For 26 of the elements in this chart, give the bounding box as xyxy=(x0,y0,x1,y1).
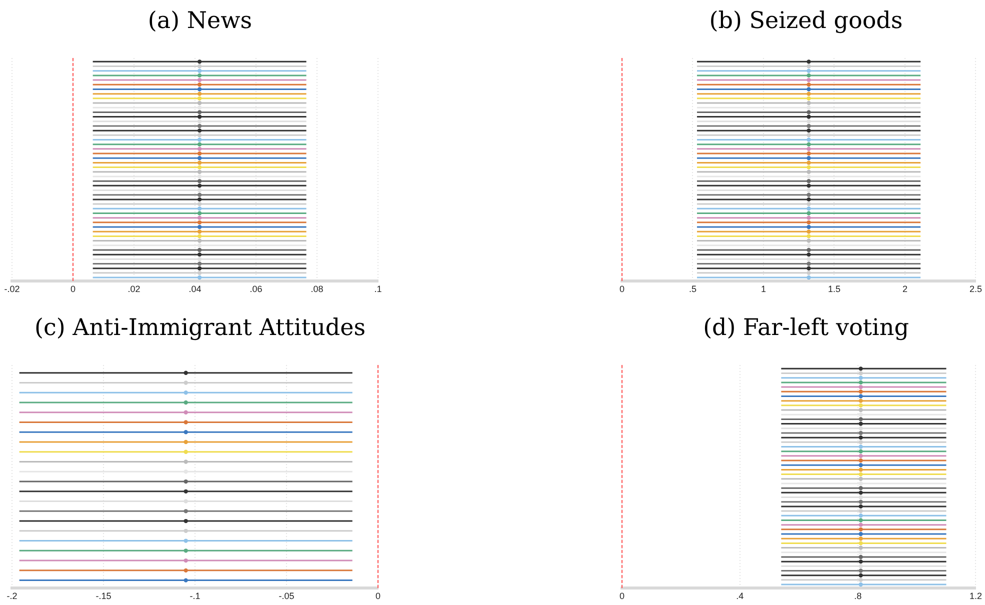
x-tick-label: -.15 xyxy=(96,591,112,602)
x-tick-label: .04 xyxy=(188,284,202,294)
x-tick-label: -.02 xyxy=(4,284,20,294)
x-tick-label: 0 xyxy=(619,284,625,294)
x-tick-label: 1.5 xyxy=(828,284,841,294)
x-tick-label: .5 xyxy=(688,284,697,294)
x-tick-label: 1.2 xyxy=(969,591,982,602)
x-tick-label: .08 xyxy=(310,284,324,294)
chart-title: (c) Anti-Immigrant Attitudes xyxy=(33,315,367,341)
x-tick-label: 0 xyxy=(375,591,381,602)
x-tick-label: 0 xyxy=(619,591,625,602)
chart-title: (b) Seized goods xyxy=(708,8,904,34)
x-tick-label: -.2 xyxy=(6,591,18,602)
chart-title: (d) Far-left voting xyxy=(702,315,910,341)
x-tick-label: .1 xyxy=(374,284,382,294)
x-tick-label: 0 xyxy=(70,284,76,294)
x-tick-label: 2 xyxy=(902,284,908,294)
x-tick-label: .02 xyxy=(128,284,140,294)
x-tick-label: -.05 xyxy=(278,591,294,602)
x-tick-label: .4 xyxy=(736,591,744,602)
x-tick-label: 2.5 xyxy=(969,284,982,294)
x-tick-label: 1 xyxy=(760,284,766,294)
chart-title: (a) News xyxy=(146,8,254,34)
x-tick-label: .8 xyxy=(854,591,862,602)
x-tick-label: .06 xyxy=(250,284,262,294)
x-tick-label: -.1 xyxy=(190,591,200,602)
